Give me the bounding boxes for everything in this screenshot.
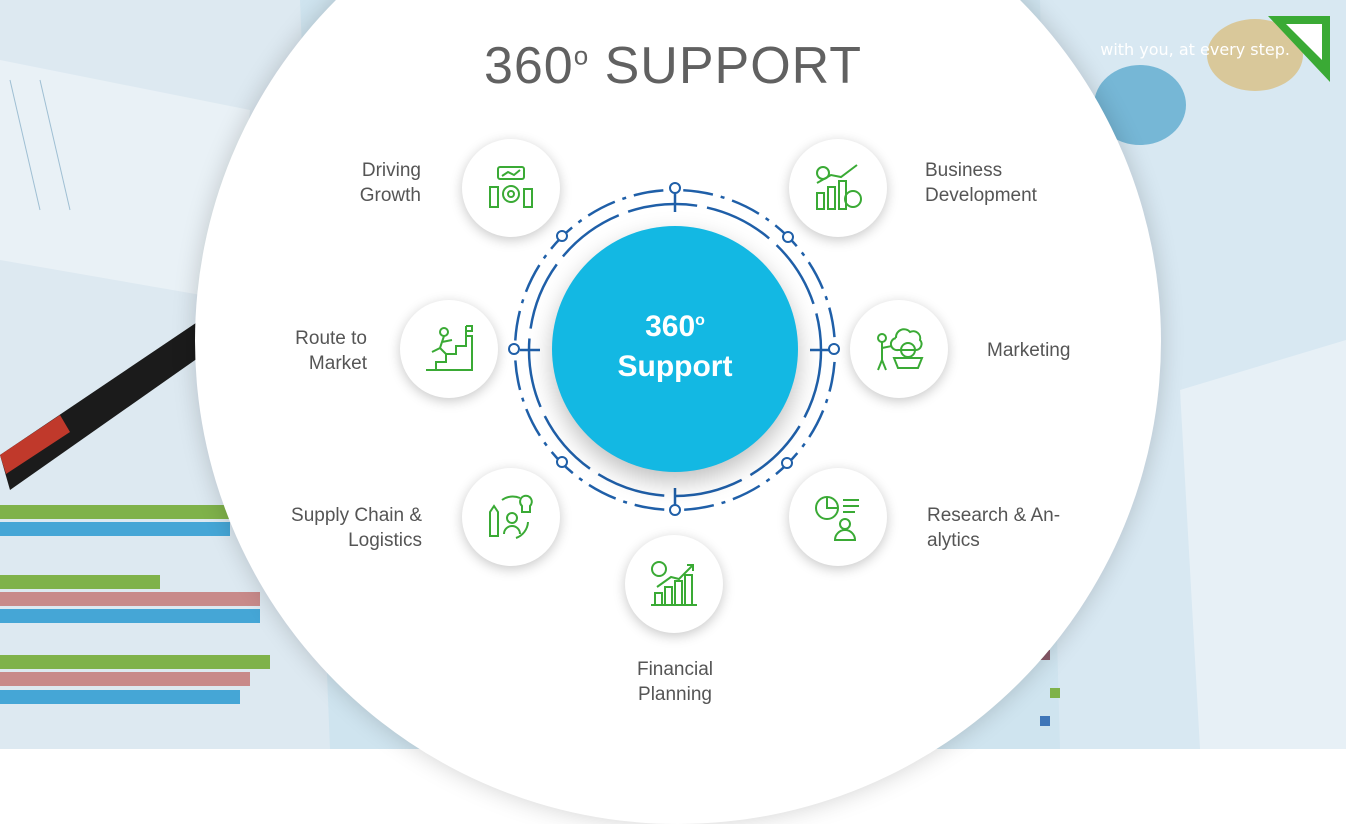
supply-chain-bulb-icon (486, 492, 536, 542)
label-route-to-market: Route to Market (247, 326, 367, 376)
center-label: Support (552, 350, 798, 384)
node-research-analytics[interactable] (789, 468, 887, 566)
center-hub: 360o Support (552, 226, 798, 472)
label-marketing: Marketing (987, 338, 1107, 363)
label-financial-planning: Financial Planning (600, 657, 750, 707)
dollar-stairs-icon (649, 559, 699, 609)
stair-climber-icon (424, 324, 474, 374)
node-driving-growth[interactable] (462, 139, 560, 237)
marketing-cart-icon (874, 324, 924, 374)
node-marketing[interactable] (850, 300, 948, 398)
label-driving-growth: Driving Growth (301, 158, 421, 208)
label-business-development: Business Development (925, 158, 1085, 208)
label-supply-chain: Supply Chain & Logistics (242, 503, 422, 553)
node-route-to-market[interactable] (400, 300, 498, 398)
dollar-bar-chart-icon (813, 163, 863, 213)
growth-gear-icon (486, 163, 536, 213)
node-financial-planning[interactable] (625, 535, 723, 633)
center-number: 360 (645, 310, 695, 343)
label-research-analytics: Research & An-alytics (927, 503, 1097, 553)
node-business-development[interactable] (789, 139, 887, 237)
node-supply-chain[interactable] (462, 468, 560, 566)
analytics-person-icon (813, 492, 863, 542)
